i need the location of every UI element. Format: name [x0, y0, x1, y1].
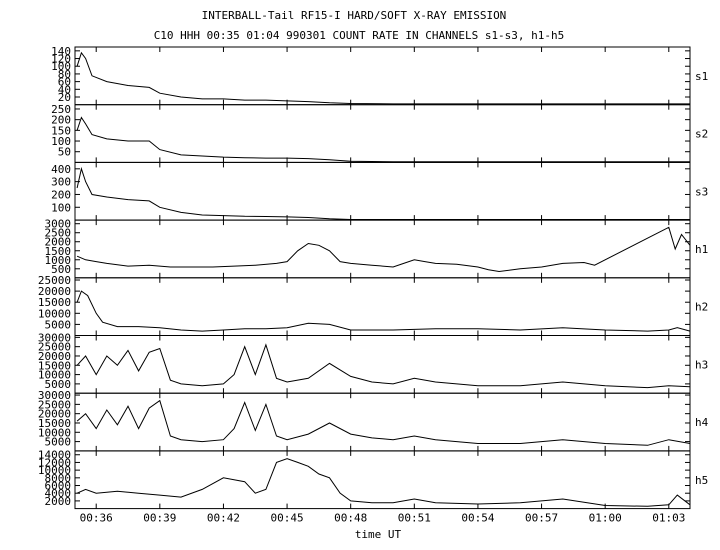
- y-tick-label-h2: 20000: [38, 285, 71, 298]
- series-label-s2: s2: [695, 128, 708, 141]
- y-tick-label-h4: 10000: [38, 426, 71, 439]
- y-tick-label-h3: 25000: [38, 341, 71, 354]
- y-tick-label-s2: 100: [51, 135, 71, 148]
- y-tick-label-s3: 100: [51, 201, 71, 214]
- x-tick-label: 00:45: [271, 512, 304, 525]
- y-tick-label-h4: 30000: [38, 389, 71, 402]
- y-tick-label-h2: 5000: [45, 318, 72, 331]
- x-tick-label: 00:57: [525, 512, 558, 525]
- y-tick-label-h3: 5000: [45, 378, 72, 391]
- y-tick-label-s1: 120: [51, 53, 71, 66]
- panels-group: 14012010080604020s125020015010050s240030…: [38, 45, 709, 525]
- series-line-s1: [76, 51, 690, 105]
- y-tick-label-s1: 20: [58, 91, 71, 104]
- x-tick-label: 00:36: [80, 512, 113, 525]
- y-tick-label-h5: 6000: [45, 480, 72, 493]
- y-tick-label-h3: 20000: [38, 350, 71, 363]
- series-line-h4: [76, 399, 691, 446]
- y-tick-label-h1: 500: [51, 263, 71, 276]
- y-tick-label-h1: 3000: [45, 218, 72, 231]
- x-tick-label: 01:00: [589, 512, 622, 525]
- y-tick-label-h1: 1000: [45, 254, 72, 267]
- x-tick-label: 00:54: [461, 512, 494, 525]
- y-tick-label-h5: 8000: [45, 472, 72, 485]
- y-tick-label-h4: 20000: [38, 408, 71, 421]
- y-tick-label-s1: 100: [51, 60, 71, 73]
- series-label-s3: s3: [695, 185, 708, 198]
- x-axis-label: time UT: [355, 528, 402, 541]
- y-tick-label-h2: 25000: [38, 274, 71, 287]
- y-tick-label-h1: 2000: [45, 236, 72, 249]
- chart-title: INTERBALL-Tail RF15-I HARD/SOFT X-RAY EM…: [202, 9, 507, 22]
- chart-subtitle: C10 HHH 00:35 01:04 990301 COUNT RATE IN…: [154, 29, 565, 42]
- y-tick-label-h1: 1500: [45, 245, 72, 258]
- y-tick-label-h5: 12000: [38, 456, 71, 469]
- y-tick-label-h2: 15000: [38, 296, 71, 309]
- x-tick-label: 00:48: [334, 512, 367, 525]
- y-tick-label-h3: 30000: [38, 331, 71, 344]
- y-tick-label-s3: 300: [51, 176, 71, 189]
- y-tick-label-h4: 25000: [38, 398, 71, 411]
- x-tick-label: 00:42: [207, 512, 240, 525]
- x-tick-label: 00:51: [398, 512, 431, 525]
- series-label-h3: h3: [695, 358, 708, 371]
- series-line-h2: [76, 290, 691, 332]
- series-line-s3: [76, 166, 690, 220]
- y-tick-label-h5: 2000: [45, 495, 72, 508]
- y-tick-label-h3: 10000: [38, 369, 71, 382]
- y-tick-label-h5: 10000: [38, 464, 71, 477]
- y-tick-label-s3: 200: [51, 188, 71, 201]
- series-line-h5: [76, 458, 691, 507]
- y-tick-label-s2: 200: [51, 114, 71, 127]
- y-tick-label-s2: 250: [51, 103, 71, 116]
- series-line-s2: [76, 116, 690, 163]
- y-tick-label-h2: 10000: [38, 307, 71, 320]
- series-label-h4: h4: [695, 416, 709, 429]
- series-label-h5: h5: [695, 474, 708, 487]
- x-tick-label: 01:03: [652, 512, 685, 525]
- y-tick-label-h3: 15000: [38, 359, 71, 372]
- y-tick-label-s2: 50: [58, 146, 71, 159]
- y-tick-label-s2: 150: [51, 124, 71, 137]
- y-tick-label-h5: 4000: [45, 487, 72, 500]
- series-line-h1: [76, 226, 691, 273]
- y-tick-label-h1: 2500: [45, 227, 72, 240]
- y-tick-label-s1: 40: [58, 83, 71, 96]
- y-tick-label-h5: 14000: [38, 449, 71, 462]
- y-tick-label-s3: 400: [51, 163, 71, 176]
- series-line-h3: [76, 343, 691, 389]
- series-label-h2: h2: [695, 301, 708, 314]
- y-tick-label-s1: 60: [58, 76, 71, 89]
- y-tick-label-h4: 5000: [45, 436, 72, 449]
- series-label-h1: h1: [695, 243, 708, 256]
- x-tick-label: 00:39: [143, 512, 176, 525]
- y-tick-label-s1: 140: [51, 45, 71, 58]
- series-label-s1: s1: [695, 70, 708, 83]
- y-tick-label-s1: 80: [58, 68, 71, 81]
- panel-frame-h5: [74, 450, 691, 510]
- y-tick-label-h4: 15000: [38, 417, 71, 430]
